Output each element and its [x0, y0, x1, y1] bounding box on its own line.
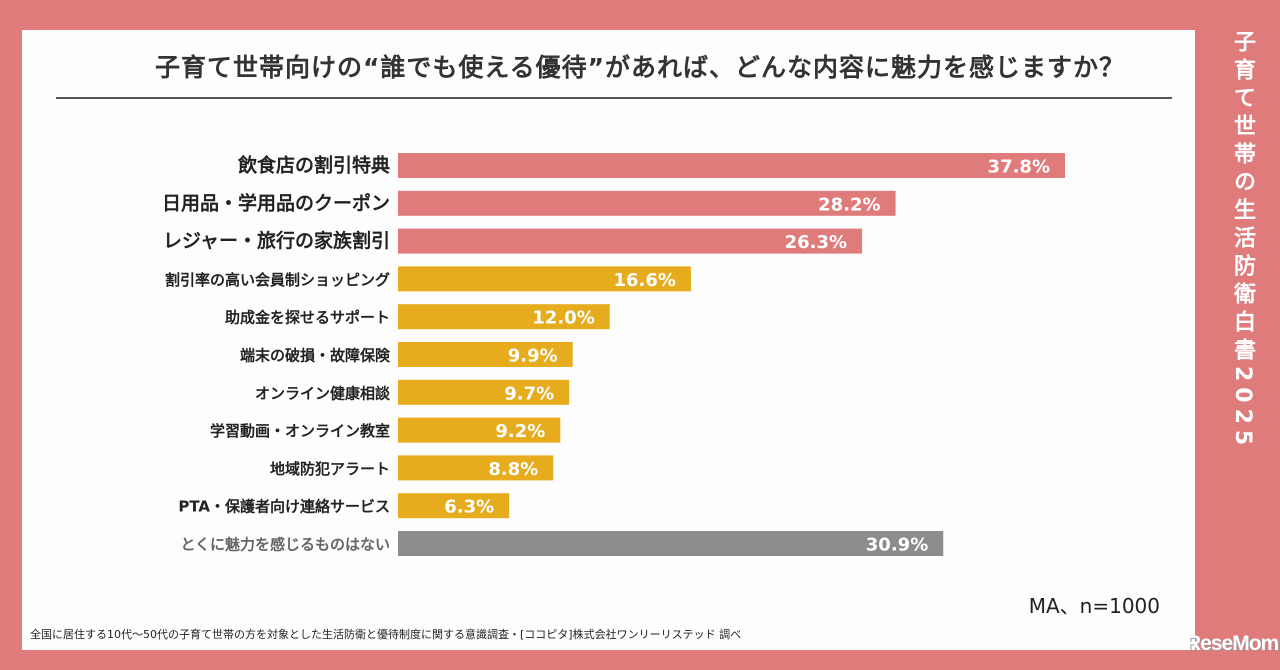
bar [398, 266, 691, 292]
category-label: 助成金を探せるサポート [225, 309, 390, 327]
bar [398, 531, 944, 556]
sample-note: MA、n=1000 [1028, 594, 1160, 618]
value-label: 16.6% [613, 270, 675, 291]
value-label: 37.8% [988, 157, 1050, 178]
source-note: 全国に居住する10代～50代の子育て世帯の方を対象とした生活防衛と優待制度に関す… [30, 628, 742, 641]
category-label: PTA・保護者向け連絡サービス [178, 498, 390, 516]
value-label: 8.8% [488, 459, 538, 480]
bar [398, 379, 570, 405]
category-label: 割引率の高い会員制ショッピング [165, 271, 390, 289]
category-label: 飲食店の割引特典 [237, 154, 390, 177]
bar [398, 153, 1065, 178]
value-label: 9.7% [504, 383, 554, 404]
bar [398, 228, 863, 254]
value-label: 12.0% [532, 308, 594, 329]
category-label: 学習動画・オンライン教室 [210, 422, 390, 440]
category-label: 端末の破損・故障保険 [240, 347, 391, 365]
value-label: 28.2% [818, 194, 880, 215]
value-label: 9.9% [508, 346, 558, 367]
bar [398, 493, 510, 519]
value-label: 9.2% [495, 421, 545, 442]
value-label: 6.3% [444, 497, 494, 518]
category-label: オンライン健康相談 [255, 384, 391, 402]
bar [398, 190, 896, 216]
value-label: 26.3% [785, 232, 847, 253]
bar [398, 304, 610, 330]
resemom-logo: ReseMom [1186, 632, 1279, 655]
category-label: レジャー・旅行の家族割引 [163, 229, 390, 252]
chart-title: 子育て世帯向けの“誰でも使える優待”があれば、どんな内容に魅力を感じますか？ [154, 53, 1126, 82]
title-divider [56, 97, 1172, 99]
category-label: とくに魅力を感じるものはない [180, 536, 390, 554]
value-label: 30.9% [866, 535, 928, 556]
category-label: 日用品・学用品のクーポン [162, 191, 390, 214]
bar [398, 417, 561, 443]
side-title: 子育て世帯の生活防衛白書2025 [1230, 30, 1255, 452]
bar [398, 342, 573, 367]
category-label: 地域防犯アラート [270, 460, 390, 478]
bar [398, 455, 554, 481]
